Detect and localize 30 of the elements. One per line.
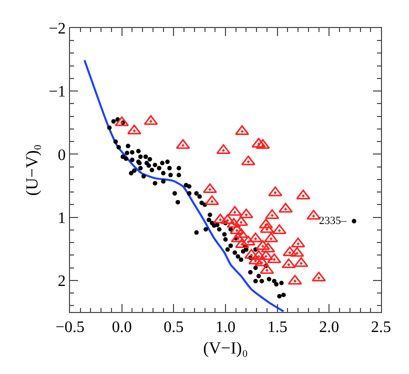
point: [288, 274, 302, 285]
y-axis-title: (U−V)₀: [22, 144, 42, 196]
point: [282, 246, 297, 256]
y-tick-label: −2: [48, 20, 66, 38]
point: [282, 258, 296, 268]
x-tick-label: 0.5: [164, 319, 184, 336]
y-tick-label: −1: [48, 84, 66, 101]
y-tick-label: 1: [58, 210, 66, 227]
x-tick-label: 2.5: [371, 319, 391, 336]
point: [306, 210, 321, 220]
point: [267, 253, 282, 264]
x-axis-title: (V−I)₀: [203, 338, 248, 358]
annotation: 2335–: [319, 215, 347, 227]
point: [230, 224, 244, 234]
point: [252, 138, 266, 148]
line-series: [84, 59, 285, 312]
x-tick-label: −0.5: [55, 319, 85, 336]
point: [278, 202, 293, 213]
point: [204, 195, 220, 206]
y-tick-label: 2: [58, 273, 66, 290]
point: [202, 183, 218, 194]
point: [268, 186, 282, 196]
x-tick-label: 1.5: [267, 319, 288, 336]
point: [272, 224, 287, 234]
y-tick-label: 0: [58, 146, 66, 164]
x-tick-label: 0.0: [112, 319, 132, 336]
x-tick-label: 1.0: [216, 319, 236, 336]
point: [114, 116, 129, 126]
x-tick-label: 2.0: [319, 319, 340, 336]
point: [244, 248, 259, 259]
